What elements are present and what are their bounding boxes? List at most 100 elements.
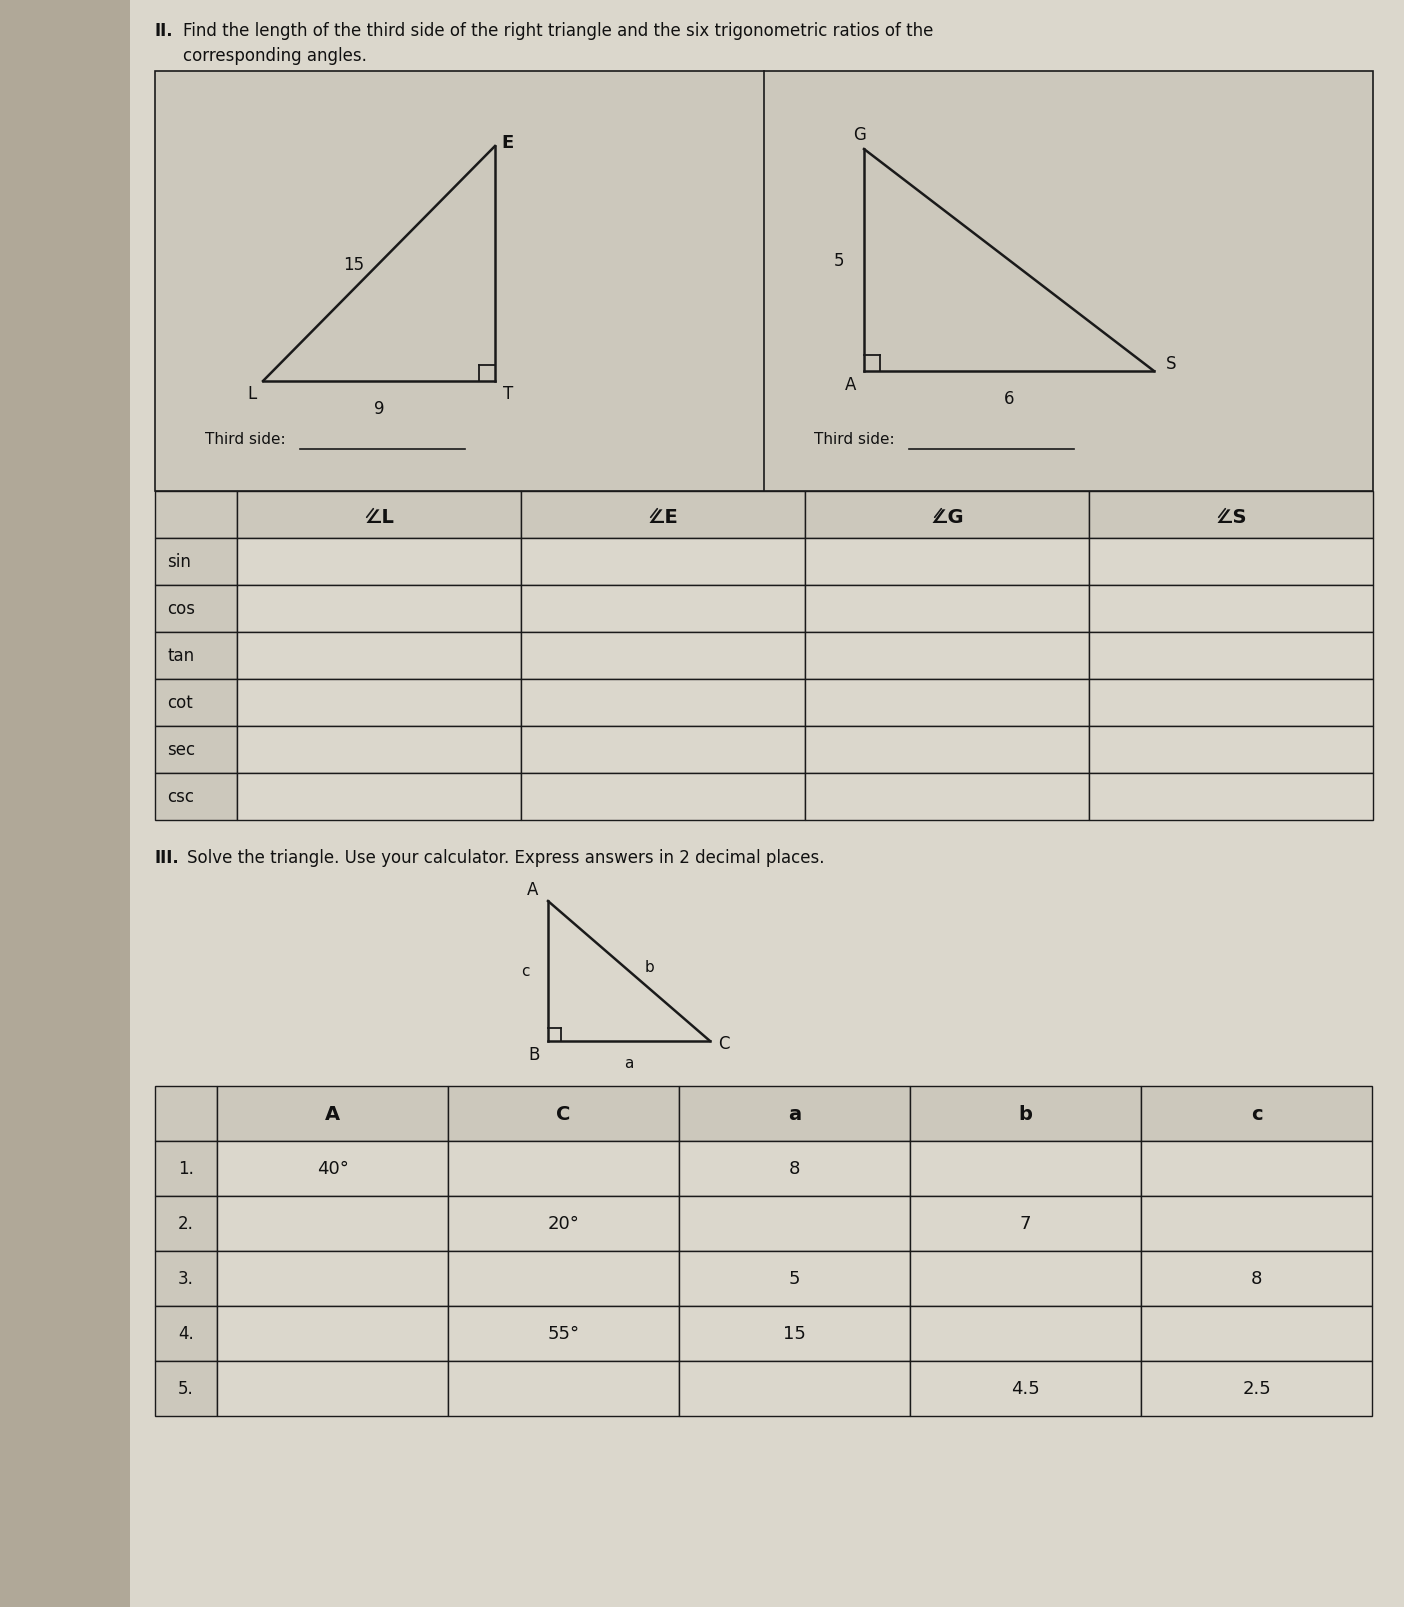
- Bar: [521, 726, 804, 773]
- Text: III.: III.: [154, 848, 180, 866]
- Text: II.: II.: [154, 22, 174, 40]
- Bar: [1141, 1361, 1372, 1416]
- Text: 15: 15: [783, 1324, 806, 1343]
- Text: Solve the triangle. Use your calculator. Express answers in 2 decimal places.: Solve the triangle. Use your calculator.…: [187, 848, 824, 866]
- Bar: [1141, 1306, 1372, 1361]
- Bar: [448, 1141, 680, 1196]
- Text: 20°: 20°: [548, 1215, 580, 1233]
- Bar: [1141, 1086, 1372, 1141]
- Text: b: b: [644, 959, 654, 975]
- Text: A: A: [324, 1104, 340, 1123]
- Text: corresponding angles.: corresponding angles.: [183, 47, 366, 64]
- Bar: [237, 633, 521, 680]
- Bar: [1090, 585, 1373, 633]
- Text: Third side:: Third side:: [205, 432, 291, 447]
- Text: cos: cos: [167, 599, 195, 619]
- Bar: [154, 1361, 218, 1416]
- Bar: [680, 1196, 910, 1252]
- Text: ∠L: ∠L: [364, 508, 395, 527]
- Text: B: B: [529, 1045, 541, 1064]
- Bar: [804, 773, 1090, 821]
- Bar: [1090, 538, 1373, 585]
- Text: b: b: [1018, 1104, 1032, 1123]
- Bar: [521, 585, 804, 633]
- Bar: [1141, 1196, 1372, 1252]
- Bar: [804, 633, 1090, 680]
- Bar: [1141, 1252, 1372, 1306]
- Bar: [804, 585, 1090, 633]
- Bar: [521, 492, 804, 538]
- Bar: [154, 1252, 218, 1306]
- Bar: [448, 1306, 680, 1361]
- Bar: [1090, 726, 1373, 773]
- Bar: [218, 1196, 448, 1252]
- Bar: [218, 1086, 448, 1141]
- Bar: [1090, 773, 1373, 821]
- Bar: [680, 1141, 910, 1196]
- Bar: [680, 1306, 910, 1361]
- Text: C: C: [717, 1035, 730, 1053]
- Text: 5: 5: [789, 1270, 800, 1287]
- Bar: [154, 492, 237, 538]
- Bar: [910, 1086, 1141, 1141]
- Text: 5.: 5.: [178, 1380, 194, 1398]
- Text: ∠G: ∠G: [931, 508, 963, 527]
- Bar: [154, 726, 237, 773]
- Text: A: A: [526, 881, 538, 898]
- Text: L: L: [247, 384, 257, 403]
- Text: 1.: 1.: [178, 1160, 194, 1178]
- Bar: [1090, 492, 1373, 538]
- Text: 40°: 40°: [316, 1160, 348, 1178]
- Text: cot: cot: [167, 694, 192, 712]
- Text: a: a: [625, 1056, 633, 1070]
- Bar: [154, 1141, 218, 1196]
- Bar: [218, 1141, 448, 1196]
- Bar: [521, 633, 804, 680]
- Bar: [154, 773, 237, 821]
- Text: sin: sin: [167, 553, 191, 570]
- Text: 4.5: 4.5: [1011, 1380, 1040, 1398]
- Text: c: c: [521, 964, 529, 979]
- Bar: [154, 1306, 218, 1361]
- Bar: [154, 680, 237, 726]
- Bar: [154, 585, 237, 633]
- Bar: [448, 1196, 680, 1252]
- Text: a: a: [788, 1104, 802, 1123]
- Bar: [154, 72, 1373, 492]
- Bar: [680, 1086, 910, 1141]
- Text: 2.5: 2.5: [1243, 1380, 1271, 1398]
- Bar: [680, 1361, 910, 1416]
- Bar: [680, 1252, 910, 1306]
- Text: ∠E: ∠E: [647, 508, 678, 527]
- Bar: [1090, 633, 1373, 680]
- Bar: [448, 1361, 680, 1416]
- Text: 7: 7: [1019, 1215, 1032, 1233]
- Bar: [154, 633, 237, 680]
- Text: tan: tan: [167, 648, 194, 665]
- Text: 4.: 4.: [178, 1324, 194, 1343]
- Text: S: S: [1165, 355, 1177, 373]
- Bar: [804, 726, 1090, 773]
- Text: 6: 6: [1004, 391, 1014, 408]
- Bar: [448, 1086, 680, 1141]
- Bar: [154, 1086, 218, 1141]
- Bar: [910, 1306, 1141, 1361]
- Text: A: A: [845, 376, 856, 394]
- Bar: [218, 1252, 448, 1306]
- Bar: [237, 773, 521, 821]
- Bar: [154, 538, 237, 585]
- Bar: [910, 1361, 1141, 1416]
- Bar: [804, 492, 1090, 538]
- Bar: [910, 1252, 1141, 1306]
- Text: 5: 5: [834, 252, 844, 270]
- Text: Find the length of the third side of the right triangle and the six trigonometri: Find the length of the third side of the…: [183, 22, 934, 40]
- Bar: [1090, 680, 1373, 726]
- Bar: [237, 492, 521, 538]
- Bar: [237, 726, 521, 773]
- Bar: [521, 538, 804, 585]
- Text: 2.: 2.: [178, 1215, 194, 1233]
- Bar: [910, 1196, 1141, 1252]
- Text: 15: 15: [344, 256, 365, 273]
- Text: E: E: [501, 133, 514, 153]
- Bar: [804, 680, 1090, 726]
